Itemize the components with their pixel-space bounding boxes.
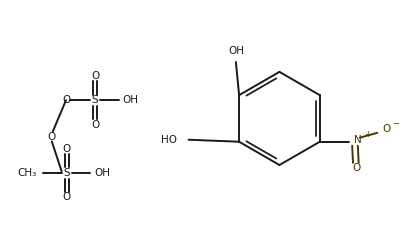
Text: +: + <box>364 130 371 139</box>
Text: O: O <box>352 163 360 173</box>
Text: −: − <box>392 119 399 128</box>
Text: O: O <box>62 95 70 105</box>
Text: O: O <box>383 124 391 134</box>
Text: OH: OH <box>229 46 245 56</box>
Text: S: S <box>92 95 98 105</box>
Text: HO: HO <box>161 135 177 145</box>
Text: O: O <box>63 192 71 202</box>
Text: CH₃: CH₃ <box>17 168 36 178</box>
Text: O: O <box>48 132 56 142</box>
Text: OH: OH <box>94 168 111 178</box>
Text: O: O <box>91 71 99 81</box>
Text: O: O <box>63 144 71 154</box>
Text: OH: OH <box>123 95 139 105</box>
Text: S: S <box>64 168 70 178</box>
Text: O: O <box>91 120 99 130</box>
Text: N: N <box>354 135 362 145</box>
